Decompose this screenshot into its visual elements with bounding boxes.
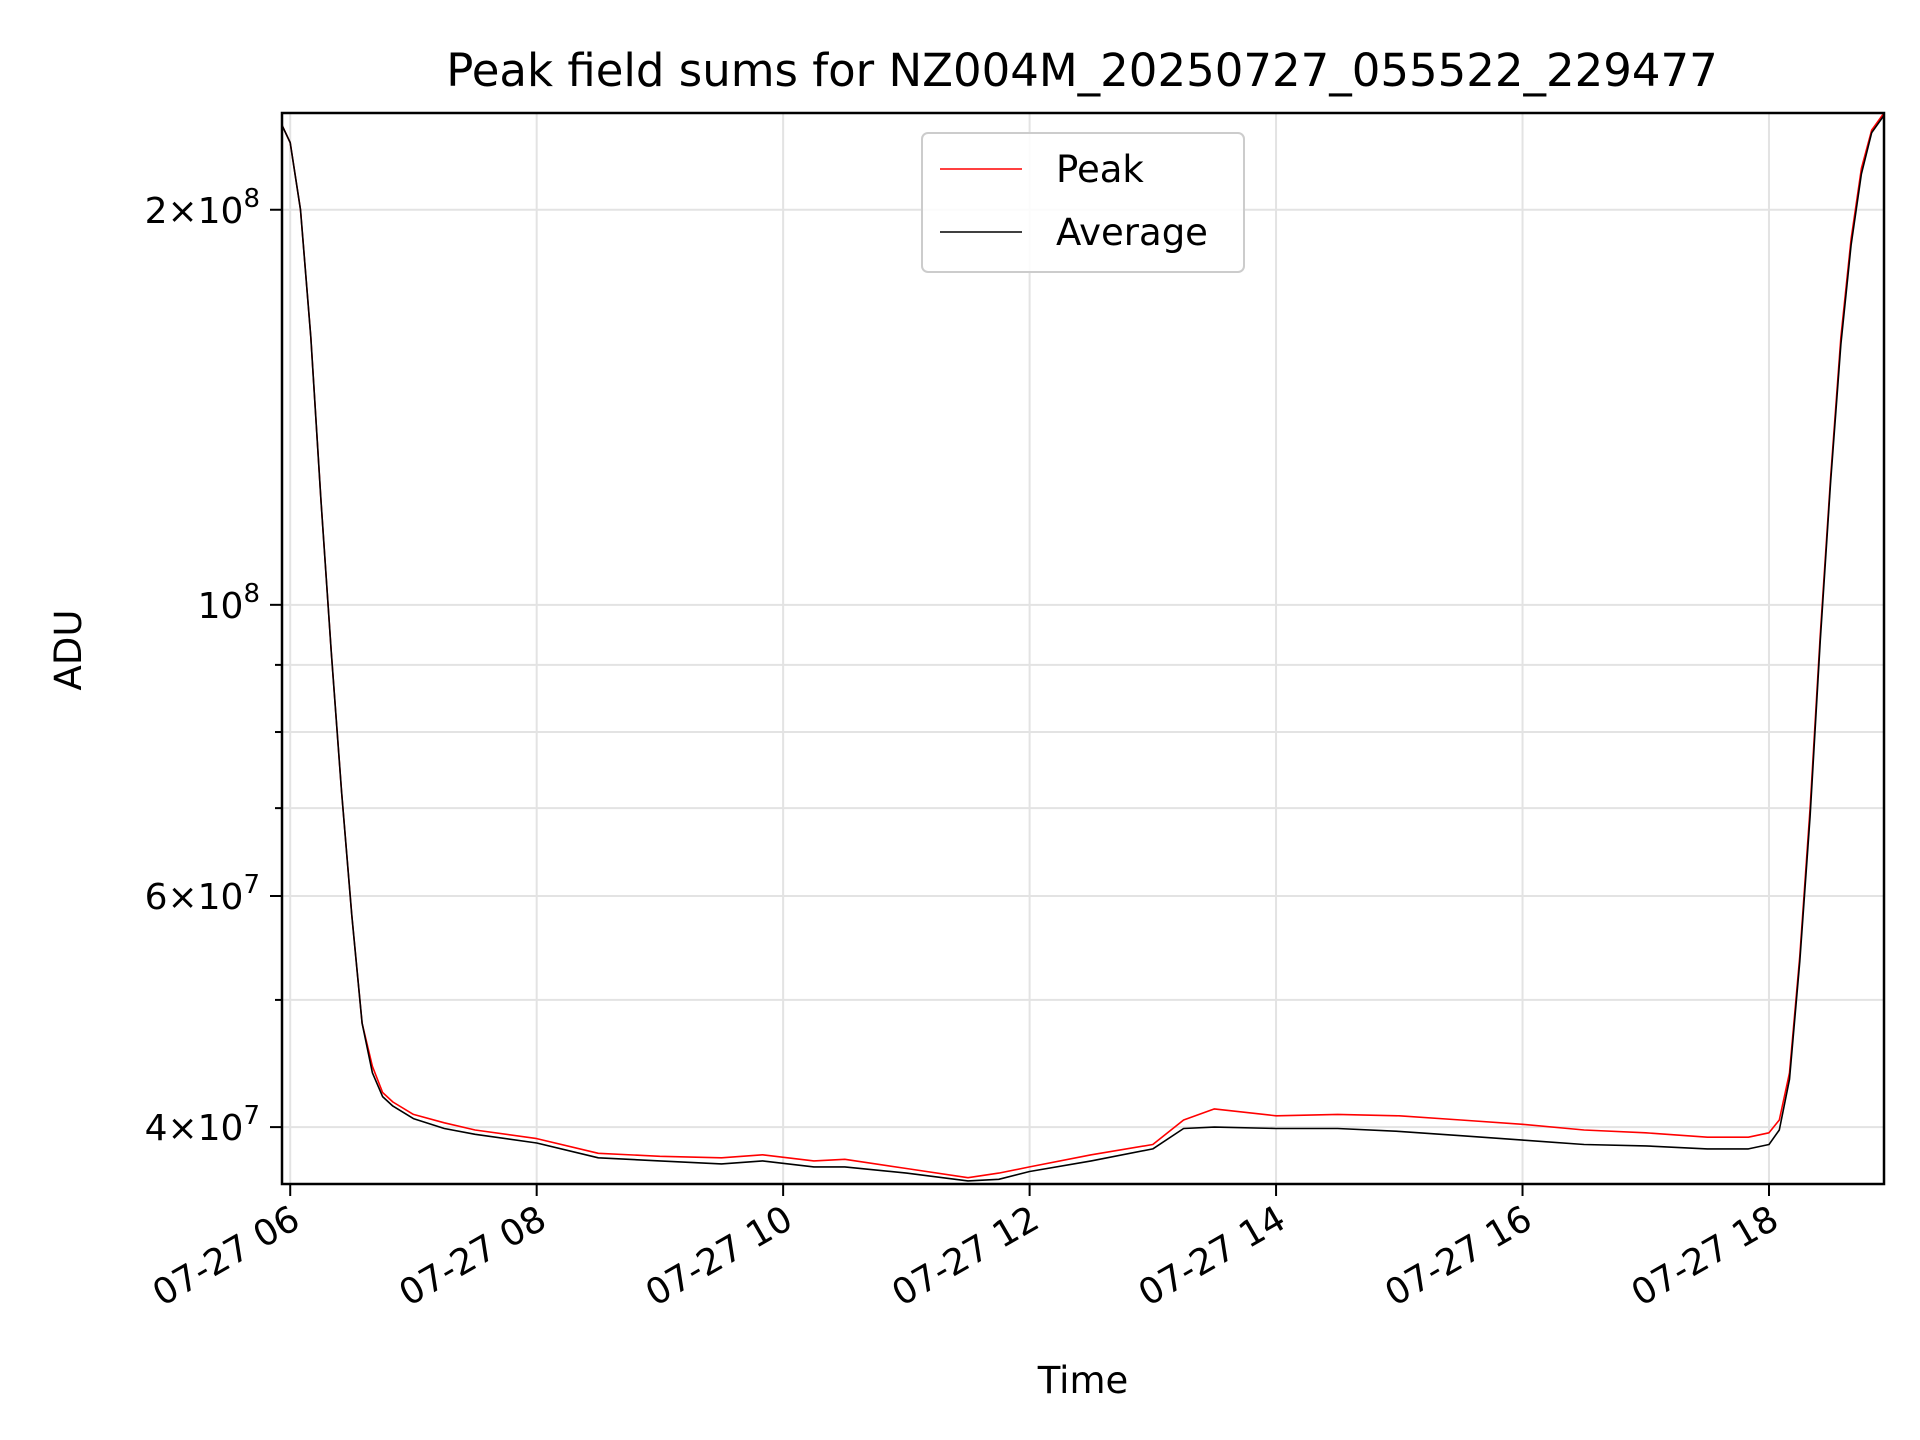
plot-area (281, 112, 1885, 1182)
x-tick-label: 07-27 06 (146, 1198, 307, 1314)
x-tick-label: 07-27 18 (1625, 1198, 1786, 1314)
x-tick-label: 07-27 16 (1378, 1198, 1539, 1314)
y-axis-label: ADU (47, 610, 90, 691)
series-line-average (281, 114, 1885, 1182)
x-tick-label: 07-27 14 (1132, 1198, 1293, 1314)
y-tick-label: 2×108 (145, 184, 260, 232)
x-tick-label: 07-27 08 (393, 1198, 554, 1314)
y-tick-label: 6×107 (145, 870, 260, 918)
plot-frame (280, 111, 1886, 1186)
x-axis-label: Time (1037, 1359, 1129, 1402)
x-tick-label: 07-27 10 (639, 1198, 800, 1314)
legend: Peak Average (921, 132, 1245, 273)
y-tick-label: 108 (198, 579, 260, 627)
axes: 4×107 6×107 108 2×108 07-27 06 07-27 08 07-27 … (145, 184, 1786, 1315)
chart-title: Peak field sums for NZ004M_20250727_0555… (446, 44, 1718, 97)
legend-box (921, 132, 1245, 273)
y-tick-label: 4×107 (145, 1101, 260, 1149)
legend-label-average: Average (1056, 211, 1208, 254)
legend-label-peak: Peak (1056, 148, 1144, 191)
x-tick-label: 07-27 12 (885, 1198, 1046, 1314)
grid (282, 113, 1884, 1184)
